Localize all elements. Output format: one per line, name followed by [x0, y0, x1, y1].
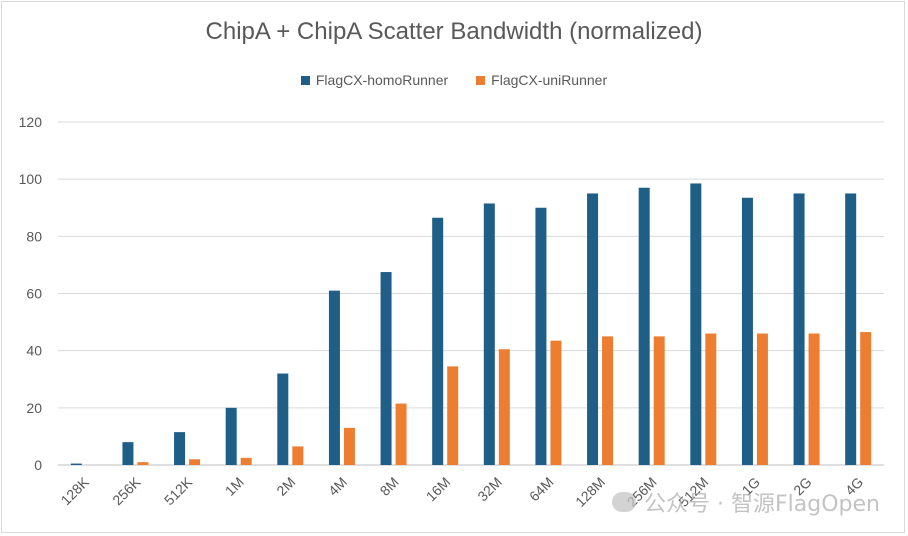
chart-legend: FlagCX-homoRunner FlagCX-uniRunner: [0, 72, 908, 88]
y-tick-label: 80: [26, 228, 42, 244]
x-tick-label: 32M: [474, 474, 505, 505]
bar-homorunner: [380, 272, 392, 465]
x-tick-label: 16M: [423, 474, 454, 505]
legend-label-unirunner: FlagCX-uniRunner: [491, 72, 608, 88]
bar-homorunner: [122, 442, 134, 465]
bar-homorunner: [277, 373, 289, 465]
x-tick-label: 2M: [273, 474, 298, 499]
bar-unirunner: [137, 462, 149, 465]
bar-homorunner: [741, 197, 753, 465]
bar-homorunner: [174, 432, 186, 465]
legend-label-homorunner: FlagCX-homoRunner: [315, 72, 449, 88]
bar-unirunner: [292, 446, 304, 465]
watermark-text: 公众号 · 智源FlagOpen: [644, 492, 880, 517]
bar-unirunner: [550, 340, 562, 465]
bar-homorunner: [587, 193, 599, 466]
y-tick-label: 60: [26, 286, 42, 302]
legend-item-homorunner: FlagCX-homoRunner: [300, 72, 449, 88]
bar-unirunner: [860, 332, 872, 465]
bar-homorunner: [638, 187, 650, 465]
x-tick-label: 1M: [222, 474, 247, 499]
x-tick-label: 128M: [572, 474, 608, 510]
x-tick-label: 4M: [325, 474, 350, 499]
bar-homorunner: [328, 290, 340, 465]
bar-unirunner: [343, 427, 355, 465]
y-tick-label: 20: [26, 400, 42, 416]
bar-unirunner: [808, 333, 820, 465]
x-tick-label: 128K: [57, 473, 92, 508]
legend-item-unirunner: FlagCX-uniRunner: [476, 72, 607, 88]
bar-homorunner: [690, 183, 702, 465]
bar-unirunner: [240, 457, 252, 465]
legend-swatch-homorunner: [300, 75, 310, 85]
bar-unirunner: [498, 349, 510, 465]
x-tick-label: 8M: [377, 474, 402, 499]
legend-swatch-unirunner: [476, 75, 486, 85]
bar-homorunner: [70, 463, 82, 465]
wechat-logo-icon: [612, 492, 636, 512]
bar-unirunner: [189, 459, 201, 465]
bar-unirunner: [602, 336, 614, 465]
x-tick-label: 512K: [161, 473, 196, 508]
y-tick-label: 40: [26, 343, 42, 359]
x-tick-label: 64M: [526, 474, 557, 505]
bar-homorunner: [432, 217, 444, 465]
bar-homorunner: [845, 193, 857, 466]
watermark: 公众号 · 智源FlagOpen: [612, 486, 880, 518]
chart-title: ChipA + ChipA Scatter Bandwidth (normali…: [205, 18, 703, 45]
bar-homorunner: [535, 207, 547, 465]
bar-unirunner: [756, 333, 768, 465]
bar-homorunner: [793, 193, 805, 466]
bar-homorunner: [225, 407, 237, 465]
bar-homorunner: [483, 203, 495, 465]
bar-unirunner: [653, 336, 665, 465]
x-tick-label: 256K: [109, 473, 144, 508]
bar-unirunner: [447, 366, 459, 465]
y-tick-label: 100: [19, 171, 43, 187]
y-tick-label: 0: [34, 457, 42, 473]
bar-unirunner: [705, 333, 717, 465]
bar-unirunner: [395, 403, 407, 465]
y-tick-label: 120: [19, 114, 43, 130]
